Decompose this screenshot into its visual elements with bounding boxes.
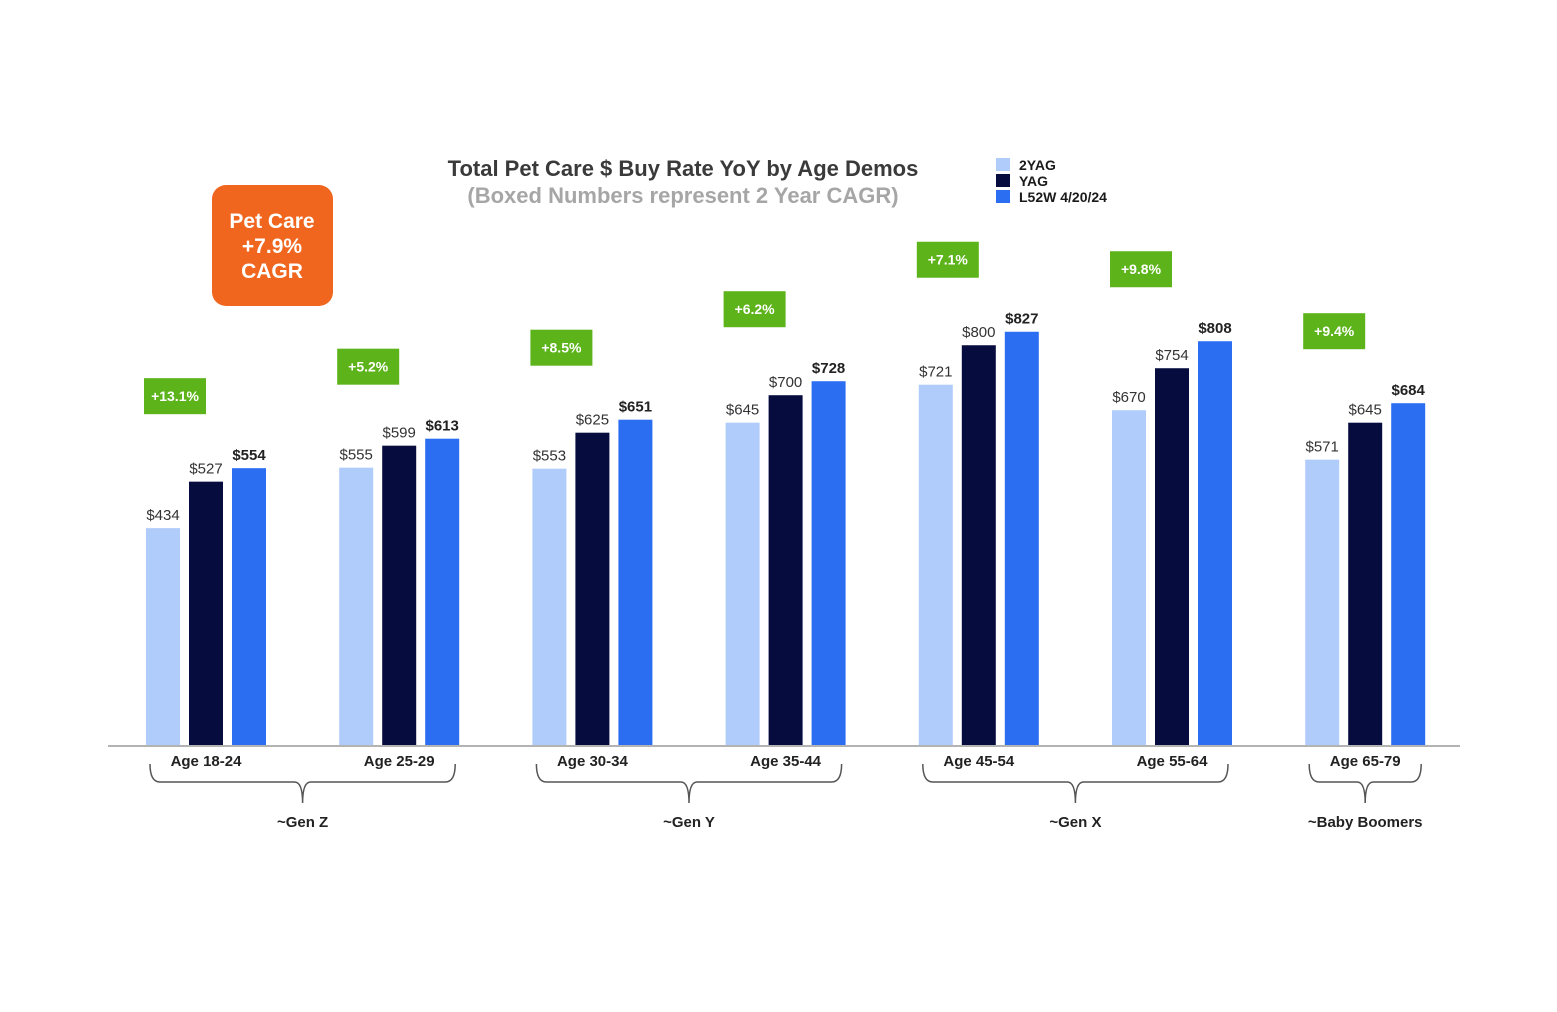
bar-l52w-6 bbox=[1198, 341, 1232, 745]
x-tick-label-3: Age 30-34 bbox=[557, 753, 629, 770]
value-label-yag-1: $527 bbox=[189, 461, 222, 478]
group-brace-4 bbox=[1308, 763, 1422, 804]
x-tick-label-4: Age 35-44 bbox=[750, 753, 822, 770]
value-label-l52w-6: $808 bbox=[1198, 320, 1231, 337]
bar-2yag-6 bbox=[1112, 410, 1146, 745]
value-label-2yag-4: $645 bbox=[726, 402, 759, 419]
bar-yag-7 bbox=[1348, 422, 1383, 745]
value-label-l52w-4: $728 bbox=[812, 360, 845, 377]
group-brace-1 bbox=[149, 763, 456, 804]
group-brace-3 bbox=[922, 763, 1229, 804]
legend-swatch-2yag bbox=[996, 158, 1010, 171]
bar-yag-1 bbox=[189, 481, 223, 745]
cagr-label-6: +9.8% bbox=[1121, 261, 1162, 277]
bar-l52w-7 bbox=[1391, 403, 1426, 745]
bar-l52w-1 bbox=[232, 468, 266, 745]
badge-line-3: CAGR bbox=[241, 260, 303, 283]
cagr-label-3: +8.5% bbox=[541, 340, 582, 356]
value-label-l52w-5: $827 bbox=[1005, 311, 1038, 328]
bar-yag-3 bbox=[575, 432, 610, 745]
value-label-2yag-7: $571 bbox=[1306, 439, 1339, 456]
value-label-2yag-1: $434 bbox=[146, 507, 179, 524]
value-label-2yag-5: $721 bbox=[919, 364, 952, 381]
cagr-box-7 bbox=[1303, 313, 1366, 350]
cagr-label-7: +9.4% bbox=[1314, 323, 1355, 339]
value-label-2yag-6: $670 bbox=[1112, 389, 1145, 406]
legend: 2YAG YAG L52W 4/20/24 bbox=[996, 157, 1107, 205]
cagr-box-3 bbox=[530, 329, 593, 366]
cagr-label-1: +13.1% bbox=[151, 388, 199, 404]
bar-l52w-4 bbox=[811, 381, 846, 745]
bar-2yag-7 bbox=[1305, 459, 1340, 745]
legend-label-l52w: L52W 4/20/24 bbox=[1019, 189, 1107, 205]
cagr-box-2 bbox=[337, 348, 400, 385]
value-label-2yag-2: $555 bbox=[340, 447, 373, 464]
value-label-l52w-1: $554 bbox=[232, 447, 266, 464]
group-label-3: ~Gen X bbox=[1049, 814, 1101, 831]
cagr-box-4 bbox=[723, 291, 786, 328]
value-label-l52w-7: $684 bbox=[1392, 382, 1426, 399]
bar-yag-4 bbox=[768, 395, 803, 745]
badge-line-2: +7.9% bbox=[242, 235, 302, 258]
bar-2yag-4 bbox=[725, 422, 760, 745]
badge-box bbox=[212, 185, 333, 306]
value-label-l52w-2: $613 bbox=[426, 418, 459, 435]
x-tick-label-2: Age 25-29 bbox=[364, 753, 435, 770]
bar-yag-6 bbox=[1155, 368, 1189, 745]
plot-area: $434 $527 $554 +13.1% Age 18-24 $555 $599 $613 +… bbox=[144, 241, 1426, 831]
group-brace-2 bbox=[535, 763, 843, 804]
bar-2yag-5 bbox=[918, 384, 953, 745]
legend-label-2yag: 2YAG bbox=[1019, 157, 1056, 173]
legend-swatch-yag bbox=[996, 174, 1010, 187]
legend-label-yag: YAG bbox=[1019, 173, 1048, 189]
x-tick-label-5: Age 45-54 bbox=[943, 753, 1015, 770]
value-label-yag-6: $754 bbox=[1155, 347, 1188, 364]
bar-l52w-2 bbox=[425, 438, 460, 745]
bar-l52w-5 bbox=[1004, 331, 1039, 745]
value-label-yag-3: $625 bbox=[576, 412, 609, 429]
cagr-label-4: +6.2% bbox=[735, 301, 776, 317]
x-tick-label-1: Age 18-24 bbox=[171, 753, 243, 770]
bar-yag-5 bbox=[961, 345, 996, 745]
bar-l52w-3 bbox=[618, 419, 653, 745]
cagr-label-5: +7.1% bbox=[928, 252, 969, 268]
legend-swatch-l52w bbox=[996, 190, 1010, 203]
value-label-yag-5: $800 bbox=[962, 324, 995, 341]
cagr-box-5 bbox=[916, 241, 979, 278]
cagr-label-2: +5.2% bbox=[348, 359, 389, 375]
bar-2yag-2 bbox=[339, 467, 374, 745]
group-label-2: ~Gen Y bbox=[663, 814, 715, 831]
bar-2yag-3 bbox=[532, 468, 567, 745]
value-label-l52w-3: $651 bbox=[619, 399, 652, 416]
value-label-yag-7: $645 bbox=[1349, 402, 1382, 419]
value-label-2yag-3: $553 bbox=[533, 448, 566, 465]
value-label-yag-4: $700 bbox=[769, 374, 802, 391]
bar-2yag-1 bbox=[146, 528, 180, 745]
value-label-yag-2: $599 bbox=[383, 425, 416, 442]
bar-yag-2 bbox=[382, 445, 417, 745]
badge-line-1: Pet Care bbox=[229, 210, 314, 233]
group-label-4: ~Baby Boomers bbox=[1308, 814, 1423, 831]
chart-subtitle: (Boxed Numbers represent 2 Year CAGR) bbox=[467, 183, 898, 208]
x-tick-label-7: Age 65-79 bbox=[1330, 753, 1401, 770]
cagr-box-6 bbox=[1110, 251, 1172, 288]
group-label-1: ~Gen Z bbox=[277, 814, 328, 831]
cagr-box-1 bbox=[144, 378, 206, 415]
chart-title: Total Pet Care $ Buy Rate YoY by Age Dem… bbox=[448, 156, 919, 181]
x-tick-label-6: Age 55-64 bbox=[1137, 753, 1209, 770]
pet-care-badge: Pet Care +7.9% CAGR bbox=[212, 185, 333, 306]
